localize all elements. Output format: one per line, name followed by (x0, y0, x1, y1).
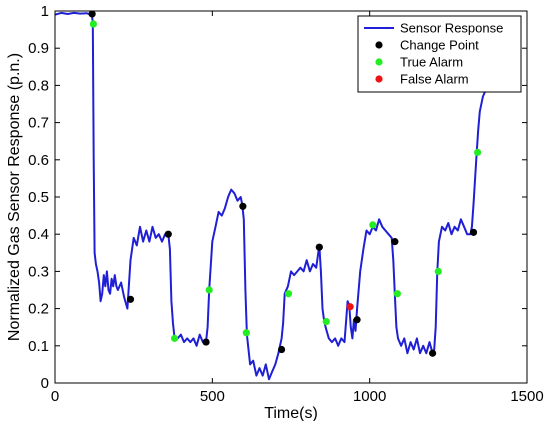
y-tick-label: 0.5 (28, 189, 49, 206)
true-alarm-marker (170, 334, 179, 342)
legend-label-true-alarm: True Alarm (400, 55, 463, 70)
y-tick-label: 0.1 (28, 338, 49, 355)
true-alarm-marker (434, 267, 442, 275)
change-point-marker (239, 202, 247, 210)
x-tick-label: 1000 (353, 388, 386, 405)
y-tick-label: 0 (41, 375, 49, 392)
change-point-marker (277, 345, 286, 354)
y-tick-label: 1 (41, 3, 49, 20)
legend-label-false-alarm: False Alarm (400, 72, 469, 87)
change-point-marker (202, 338, 210, 346)
legend-swatch-true-alarm (375, 58, 383, 66)
y-tick-label: 0.4 (28, 226, 49, 243)
legend-swatch-false-alarm (375, 75, 383, 83)
true-alarm-marker (284, 290, 293, 298)
axis-layer: 0 500 1000 1500 0 0.1 0.2 0.3 0.4 0.5 0.6 0.7 0.8 0.9… (28, 3, 544, 405)
legend: Sensor Response Change Point True Alarm Fal… (357, 15, 522, 93)
y-tick-label: 0.2 (28, 301, 49, 318)
legend-swatch-change-point (375, 41, 383, 49)
marker-layer (88, 10, 482, 357)
true-alarm-marker (322, 318, 330, 326)
change-point-marker (88, 10, 96, 18)
change-point-marker (391, 238, 399, 246)
change-point-marker (353, 316, 361, 324)
x-tick-label: 500 (200, 388, 225, 405)
change-point-marker (126, 295, 135, 303)
true-alarm-marker (242, 329, 250, 337)
x-tick-label: 0 (51, 388, 59, 405)
change-point-marker (469, 228, 478, 236)
y-tick-label: 0.7 (28, 115, 49, 132)
legend-label-sensor-response: Sensor Response (400, 21, 503, 36)
y-tick-label: 0.8 (28, 77, 49, 94)
x-axis-label: Time(s) (264, 405, 318, 421)
change-point-marker (315, 243, 323, 251)
false-alarm-marker (346, 303, 354, 311)
y-axis-label: Normalized Gas Sensor Response (p.n.) (6, 53, 23, 341)
x-tick-label: 1500 (510, 388, 543, 405)
change-point-marker (164, 230, 172, 238)
true-alarm-marker (205, 286, 213, 294)
legend-label-change-point: Change Point (400, 38, 479, 53)
y-tick-label: 0.6 (28, 152, 49, 169)
true-alarm-marker (473, 148, 482, 156)
change-point-marker (429, 349, 437, 357)
true-alarm-marker (89, 20, 97, 28)
y-tick-label: 0.3 (28, 263, 49, 280)
true-alarm-marker (393, 290, 401, 298)
true-alarm-marker (369, 221, 377, 229)
y-tick-label: 0.9 (28, 40, 49, 57)
